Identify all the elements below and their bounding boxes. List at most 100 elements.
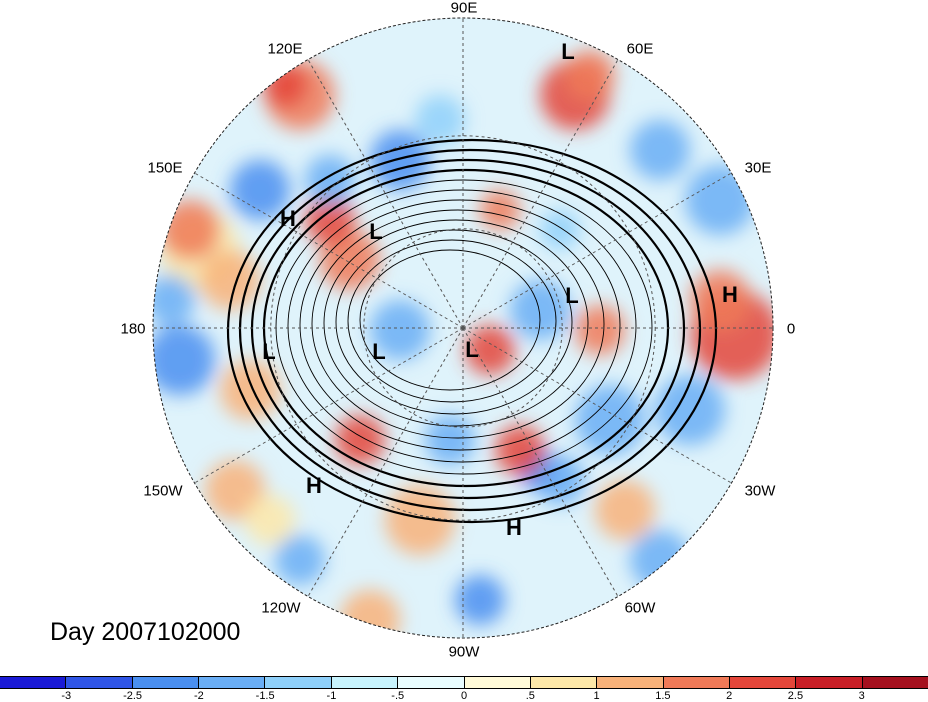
date-title: Day 2007102000: [50, 618, 241, 646]
height-contour: [335, 229, 573, 415]
height-contours: [226, 138, 718, 524]
colorbar-tick-label: 0: [460, 690, 468, 702]
meridian-line: [462, 59, 619, 329]
meridian-line: [462, 327, 732, 484]
meridian-line: [307, 59, 464, 329]
colorbar-tick-label: .5: [525, 690, 535, 702]
meridian-line: [194, 172, 464, 329]
lon-label-120e: 120E: [267, 40, 303, 58]
latitude-circle: [363, 228, 563, 428]
high-pressure-marker: H: [306, 473, 322, 498]
lon-label-60e: 60E: [626, 40, 654, 58]
anomaly-blob: [320, 230, 380, 290]
anomaly-blob: [245, 495, 295, 545]
low-pressure-marker: L: [565, 283, 579, 308]
colorbar-swatch: [796, 677, 863, 688]
colorbar-tick-label: -1.5: [255, 690, 275, 702]
lon-label-120w: 120W: [261, 599, 301, 617]
colorbar-swatch: [0, 677, 67, 688]
low-pressure-marker: L: [465, 337, 479, 362]
lon-label-30w: 30W: [744, 482, 776, 500]
colorbar-swatch: [729, 677, 797, 688]
anomaly-blob: [415, 95, 465, 145]
colorbar-swatch: [398, 677, 465, 688]
lon-label-90w: 90W: [448, 643, 480, 661]
anomaly-blob: [160, 200, 220, 260]
anomaly-blob: [595, 480, 655, 540]
lon-label-60w: 60W: [624, 599, 656, 617]
height-contour: [323, 219, 589, 427]
colorbar-swatch: [132, 677, 200, 688]
anomaly-blob: [630, 120, 690, 180]
anomaly-blob: [230, 160, 290, 220]
anomaly-blob: [465, 325, 515, 375]
anomaly-blob: [510, 280, 570, 340]
colorbar-tick-label: 1: [593, 690, 600, 702]
colorbar-tick-label: -1: [326, 690, 337, 702]
height-contour: [238, 148, 702, 512]
colorbar-tick-label: -2: [193, 690, 204, 702]
colorbar-tick-label: -3: [61, 690, 72, 702]
low-pressure-marker: L: [561, 39, 575, 64]
low-pressure-marker: L: [372, 339, 386, 364]
colorbar-swatch: [265, 677, 332, 688]
anomaly-blob: [153, 275, 195, 325]
height-contour: [347, 239, 557, 403]
colorbar-swatch: [464, 677, 531, 688]
height-contour: [250, 158, 686, 500]
colorbar-tick-label: 3: [858, 690, 865, 702]
high-pressure-marker: H: [280, 206, 296, 231]
anomaly-blob: [275, 535, 325, 585]
colorbar-tick-label: 2.5: [787, 690, 804, 702]
lon-label-150w: 150W: [143, 482, 183, 500]
map-boundary: [152, 17, 774, 639]
anomaly-blob: [690, 270, 750, 330]
high-pressure-marker: H: [722, 282, 738, 307]
height-contour: [287, 189, 637, 463]
anomaly-blob: [340, 590, 400, 638]
anomaly-blob: [630, 530, 690, 590]
meridian-line: [307, 327, 464, 597]
lon-label-90e: 90E: [450, 0, 478, 17]
colorbar-tick-label: -.5: [391, 690, 405, 702]
meridian-line: [462, 172, 732, 329]
colorbar-swatch: [862, 677, 928, 688]
height-contour: [275, 179, 653, 475]
anomaly-blob: [480, 190, 520, 230]
anomaly-blob: [370, 300, 430, 360]
height-contour: [359, 249, 541, 391]
lon-label-30e: 30E: [744, 159, 772, 177]
latitude-circle: [270, 135, 656, 521]
high-pressure-marker: H: [506, 515, 522, 540]
height-contour: [299, 199, 621, 451]
anomaly-blob: [153, 325, 215, 395]
anomaly-blob: [540, 210, 580, 250]
colorbar-tick-label: -2.5: [123, 690, 143, 702]
anomaly-blob: [455, 575, 505, 625]
meridian-line: [194, 327, 464, 484]
colorbar-tick-label: 2: [726, 690, 733, 702]
anomaly-blob: [495, 425, 545, 475]
colorbar-swatch: [597, 677, 664, 688]
low-pressure-marker: L: [369, 219, 383, 244]
colorbar-swatch: [530, 677, 598, 688]
colorbar-swatch: [331, 677, 399, 688]
low-pressure-marker: L: [262, 339, 276, 364]
height-contour: [226, 138, 718, 524]
colorbar-swatch: [199, 677, 266, 688]
colorbar-tick-label: 1.5: [655, 690, 671, 702]
lon-label-0: 0: [786, 320, 796, 338]
anomaly-blob: [535, 455, 585, 505]
colorbar-swatch: [66, 677, 133, 688]
anomaly-blob: [655, 375, 725, 445]
anomaly-blob: [335, 415, 385, 465]
colorbar-swatch: [663, 677, 730, 688]
anomaly-blob: [565, 50, 615, 100]
lon-label-180: 180: [120, 320, 146, 338]
height-contour: [311, 209, 605, 439]
anomaly-blob: [370, 130, 430, 190]
colorbar: [0, 676, 928, 689]
meridian-line: [462, 327, 619, 597]
lon-label-150e: 150E: [147, 159, 183, 177]
